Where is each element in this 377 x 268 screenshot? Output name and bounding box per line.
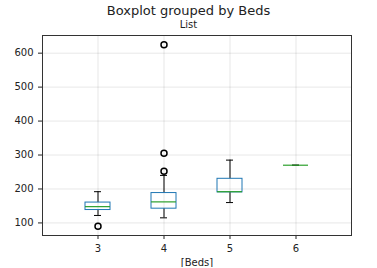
svg-text:100: 100 [14,217,33,228]
svg-text:4: 4 [161,243,167,254]
svg-text:3: 3 [95,243,101,254]
svg-text:200: 200 [14,183,33,194]
html-text:Boxplot grouped by Beds: Boxplot grouped by Beds [106,3,271,18]
svg-text:6: 6 [293,243,299,254]
svg-text:400: 400 [14,115,33,126]
svg-text:600: 600 [14,47,33,58]
html-text:List: List [179,19,198,30]
svg-text:500: 500 [14,81,33,92]
svg-text:5: 5 [227,243,233,254]
svg-text:300: 300 [14,149,33,160]
svg-text:[Beds]: [Beds] [181,257,213,268]
